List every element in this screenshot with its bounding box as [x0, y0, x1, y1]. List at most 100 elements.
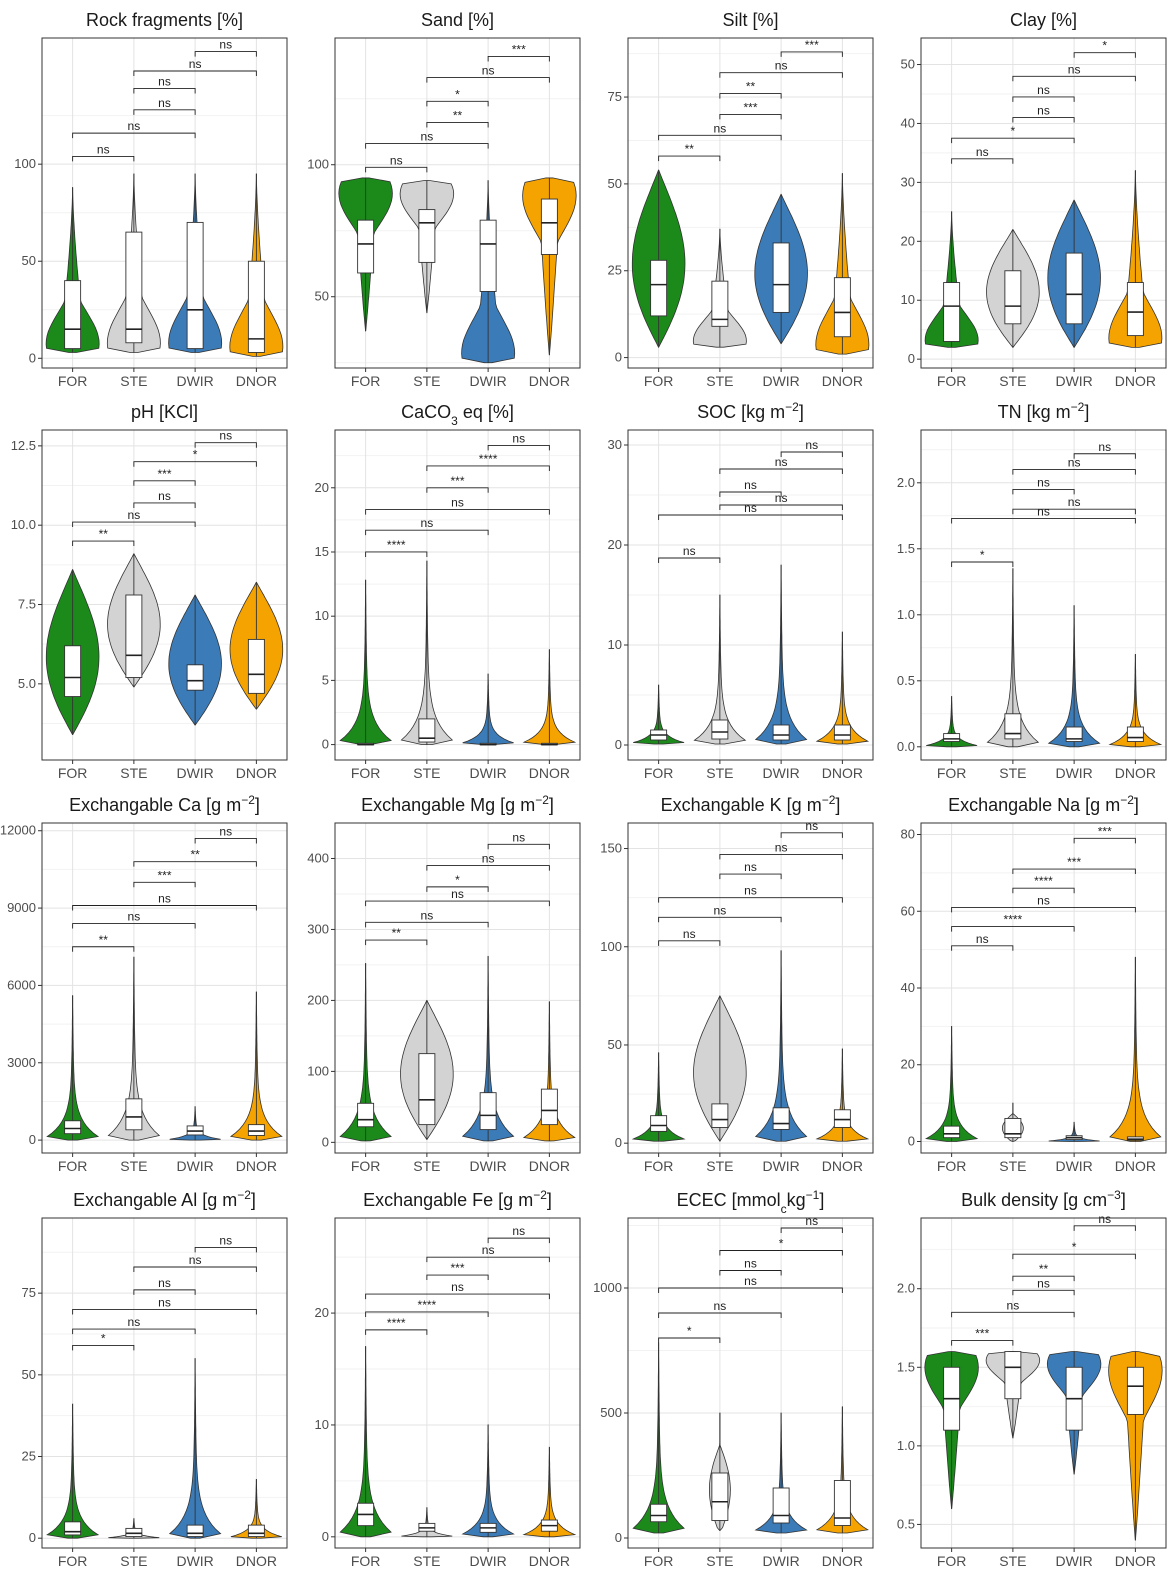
- x-tick-label: DNOR: [1115, 1158, 1156, 1174]
- box-ste: [711, 719, 729, 740]
- box-dwir: [479, 1092, 497, 1131]
- panel-border: [920, 822, 1167, 1154]
- comparison-bracket: [365, 900, 550, 907]
- panel-title: CaCO3 eq [%]: [401, 402, 514, 428]
- significance-label: ns: [744, 478, 757, 492]
- x-tick-label: DNOR: [236, 373, 277, 389]
- box-for: [943, 733, 961, 742]
- x-tick-label: STE: [413, 1158, 440, 1174]
- comparison-bracket: [194, 442, 257, 448]
- box-ste: [711, 1472, 729, 1521]
- box-dnor: [833, 277, 851, 338]
- y-tick-label: 2.0: [897, 1281, 915, 1296]
- significance-label: ns: [1098, 1212, 1111, 1226]
- significance-label: ns: [421, 516, 434, 530]
- significance-label: ****: [479, 452, 498, 466]
- x-tick-label: DNOR: [822, 1158, 863, 1174]
- panel-title: Bulk density [g cm−3]: [961, 1188, 1126, 1210]
- y-tick-label: 50: [608, 1037, 622, 1052]
- comparison-bracket: [1073, 52, 1136, 58]
- comparison-bracket: [658, 1337, 721, 1343]
- comparison-bracket: [780, 832, 843, 838]
- box-dwir: [772, 724, 790, 741]
- y-tick-label: 10: [315, 608, 329, 623]
- box-dnor: [1126, 1366, 1144, 1415]
- significance-label: ns: [1037, 504, 1050, 518]
- minor-gridlines: [628, 1225, 873, 1476]
- comparison-bracket: [365, 1293, 550, 1300]
- comparison-bracket: [951, 137, 1075, 144]
- comparison-bracket: [365, 1311, 489, 1317]
- minor-gridlines: [921, 449, 1166, 715]
- comparison-bracket: [1073, 453, 1136, 459]
- chart-panel: Exchangable Mg [g m−2] 0 100 200 300 400 ** ns n…: [293, 785, 585, 1177]
- significance-label: ns: [805, 438, 818, 452]
- panel-title: SOC [kg m−2]: [697, 400, 804, 422]
- panel-title: Clay [%]: [1010, 10, 1077, 30]
- box-dnor: [247, 638, 265, 694]
- panel-border: [627, 1217, 874, 1549]
- y-tick-label: 50: [315, 289, 329, 304]
- chart-panel: Exchangable Ca [g m−2] 0 3000 6000 9000 12000…: [0, 785, 292, 1177]
- panel-border: [41, 37, 288, 369]
- significance-label: ns: [219, 429, 232, 443]
- y-tick-label: 20: [315, 480, 329, 495]
- significance-label: ns: [744, 884, 757, 898]
- panel-title: Exchangable Mg [g m−2]: [361, 793, 554, 815]
- y-tick-label: 20: [901, 233, 915, 248]
- significance-label: ns: [976, 932, 989, 946]
- comparison-bracket: [133, 502, 196, 508]
- comparison-bracket: [658, 514, 843, 520]
- box-ste: [1004, 713, 1022, 740]
- box-for: [357, 1102, 375, 1128]
- comparison-bracket: [426, 77, 550, 83]
- box-ste: [125, 1098, 143, 1131]
- x-tick-label: FOR: [644, 765, 674, 781]
- x-tick-label: DWIR: [1055, 765, 1092, 781]
- box-for: [943, 1125, 961, 1139]
- comparison-bracket: [780, 1227, 843, 1233]
- x-tick-label: DNOR: [236, 1553, 277, 1569]
- significance-label: ns: [714, 903, 727, 917]
- significance-label: *: [193, 448, 198, 462]
- y-tick-label: 50: [22, 1367, 36, 1382]
- significance-label: ns: [1037, 1276, 1050, 1290]
- comparison-bracket: [72, 1328, 196, 1335]
- y-tick-label: 10: [608, 637, 622, 652]
- comparison-bracket: [72, 905, 257, 911]
- comparison-bracket: [658, 155, 721, 162]
- y-tick-label: 6000: [7, 977, 36, 992]
- comparison-bracket: [719, 468, 843, 474]
- violin-chart: Exchangable Al [g m−2] 0 25 50 75 * ns ns ns ns ns…: [22, 1188, 288, 1569]
- significance-label: ns: [158, 1276, 171, 1290]
- significance-label: ns: [390, 153, 403, 167]
- comparison-bracket: [72, 540, 135, 547]
- box-ste: [418, 209, 436, 263]
- panel-border: [334, 37, 581, 369]
- x-tick-label: FOR: [58, 373, 88, 389]
- significance-label: ns: [775, 491, 788, 505]
- significance-label: ns: [1037, 893, 1050, 907]
- x-tick-label: DNOR: [1115, 1553, 1156, 1569]
- y-tick-label: 100: [307, 1063, 329, 1078]
- y-tick-label: 150: [600, 841, 622, 856]
- comparison-bracket: [658, 134, 782, 141]
- significance-label: ***: [1098, 824, 1112, 838]
- chart-panel: Exchangable Al [g m−2] 0 25 50 75 * ns ns ns ns ns…: [0, 1180, 292, 1572]
- significance-label: **: [190, 848, 200, 862]
- x-tick-label: FOR: [937, 373, 967, 389]
- significance-label: *: [455, 873, 460, 887]
- y-tick-label: 300: [307, 921, 329, 936]
- comparison-bracket: [719, 93, 782, 99]
- comparison-bracket: [72, 946, 135, 952]
- significance-label: ns: [128, 508, 141, 522]
- comparison-bracket: [780, 451, 843, 457]
- violin-chart: ECEC [mmolckg−1] 0 500 1000 * ns ns ns * ns FOR STE…: [593, 1188, 874, 1569]
- panel-border: [41, 822, 288, 1154]
- y-tick-label: 50: [901, 57, 915, 72]
- x-tick-label: STE: [120, 1553, 147, 1569]
- panel-title: ECEC [mmolckg−1]: [677, 1188, 825, 1216]
- comparison-bracket: [1012, 469, 1136, 475]
- significance-label: ns: [1068, 62, 1081, 76]
